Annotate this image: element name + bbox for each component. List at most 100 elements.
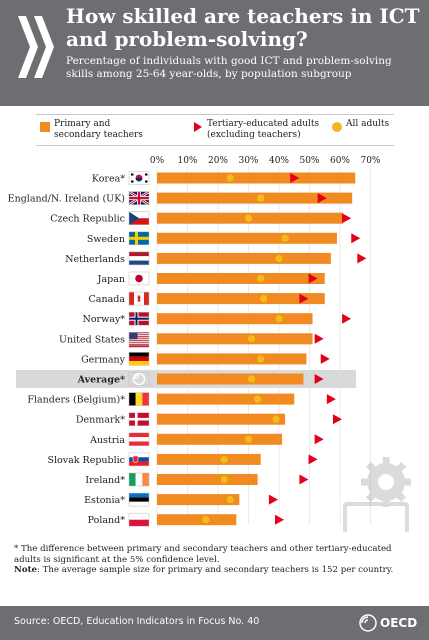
flag-slovakia-icon (128, 452, 150, 467)
legend: Primary and secondary teachers Tertiary-… (36, 114, 394, 146)
marker-tertiary (351, 233, 361, 244)
marker-all-adults (247, 374, 256, 384)
marker-all-adults (274, 254, 284, 263)
flag-ireland-icon (128, 472, 150, 487)
marker-tertiary (314, 434, 324, 445)
flag-oecd-icon (128, 372, 150, 386)
category-label: England/N. Ireland (UK) (8, 194, 125, 205)
bar-teachers (157, 273, 325, 284)
bar-teachers (157, 474, 258, 485)
flag-uk-icon (128, 190, 150, 206)
marker-all-adults (201, 515, 211, 525)
x-tick-label: 70% (360, 156, 380, 166)
oecd-chevrons-icon (18, 16, 54, 78)
category-label: Czech Republic (50, 214, 125, 225)
bar-teachers (157, 252, 331, 264)
x-tick-label: 50% (299, 156, 319, 166)
page-subtitle: Percentage of individuals with good ICT … (66, 55, 392, 80)
marker-tertiary (320, 353, 330, 364)
flag-germany-icon (128, 352, 150, 366)
marker-tertiary (332, 414, 342, 425)
flag-belgium-icon (128, 392, 150, 406)
computer-gear-icon (343, 457, 411, 532)
bar-teachers (157, 232, 337, 244)
marker-all-adults (219, 475, 229, 484)
bar-chart: 0% 10% 20% 30% 40% 50% 60% 70% Korea* England/N. … (8, 156, 411, 532)
flag-korea-icon (128, 171, 150, 185)
marker-all-adults (247, 334, 256, 344)
category-label: Estonia* (84, 495, 125, 506)
bar-teachers (157, 172, 356, 184)
marker-tertiary (290, 173, 300, 183)
category-label: Poland* (88, 515, 126, 526)
bar-teachers (157, 293, 325, 305)
oecd-logo: OECD (358, 613, 422, 633)
category-label: Norway* (83, 314, 126, 325)
legend-label-all-adults: All adults (346, 119, 390, 129)
flag-estonia-icon (128, 492, 150, 507)
x-tick-label: 60% (330, 156, 350, 166)
legend-label-tertiary: Tertiary-educated adults (excluding teac… (207, 119, 320, 140)
category-label: Canada (89, 294, 126, 305)
marker-all-adults (256, 193, 266, 203)
marker-all-adults (244, 434, 253, 444)
x-tick-label: 10% (177, 156, 197, 166)
yellow-circle-icon (332, 122, 342, 132)
page-title: How skilled are teachers in ICT and prob… (66, 4, 420, 51)
category-label: Sweden (87, 234, 125, 245)
marker-all-adults (225, 495, 235, 504)
bar-teachers (157, 494, 240, 506)
marker-tertiary (342, 313, 352, 324)
marker-tertiary (275, 514, 284, 525)
marker-all-adults (274, 314, 284, 323)
oecd-logo-text: OECD (380, 616, 418, 630)
footnote-significance: * The difference between primary and sec… (14, 544, 392, 565)
flag-usa-icon (128, 332, 150, 348)
marker-all-adults (219, 455, 229, 464)
marker-tertiary (342, 213, 352, 224)
marker-all-adults (244, 213, 253, 223)
source-text: Source: OECD, Education Indicators in Fo… (14, 616, 260, 627)
marker-tertiary (314, 333, 324, 344)
marker-tertiary (299, 293, 309, 304)
marker-all-adults (256, 274, 266, 283)
marker-all-adults (271, 414, 281, 424)
flag-canada-icon (128, 291, 150, 306)
marker-tertiary (299, 474, 309, 485)
x-tick-label: 40% (269, 156, 289, 166)
marker-all-adults (259, 294, 269, 303)
marker-all-adults (280, 234, 290, 243)
bar-teachers (157, 313, 313, 325)
category-label: Germany (81, 354, 126, 365)
bar-teachers (157, 393, 295, 405)
footnote: * The difference between primary and sec… (14, 544, 419, 576)
orange-square-icon (40, 122, 50, 132)
marker-tertiary (317, 193, 327, 204)
category-label: United States (59, 334, 125, 345)
category-label: Japan (97, 274, 125, 285)
header: How skilled are teachers in ICT and prob… (0, 0, 429, 106)
red-triangle-icon (194, 122, 202, 132)
flag-sweden-icon (128, 231, 150, 246)
x-tick-label: 0% (150, 156, 165, 166)
oecd-globe-icon (359, 614, 377, 632)
category-label: Austria (89, 435, 125, 446)
category-label: Flanders (Belgium)* (27, 395, 125, 406)
bar-teachers (157, 433, 283, 445)
footnote-note-text: : The average sample size for primary an… (37, 565, 394, 576)
category-label: Korea* (92, 174, 125, 185)
marker-all-adults (256, 354, 266, 364)
marker-all-adults (225, 173, 235, 183)
marker-tertiary (308, 273, 318, 284)
flag-denmark-icon (128, 412, 150, 426)
flag-czech-icon (128, 211, 150, 225)
marker-tertiary (268, 494, 278, 505)
marker-tertiary (308, 454, 318, 465)
marker-tertiary (314, 374, 324, 384)
flag-norway-icon (128, 311, 150, 326)
category-label: Denmark* (76, 415, 125, 426)
footnote-note-label: Note (14, 565, 38, 576)
flag-netherlands-icon (128, 251, 150, 266)
bar-teachers (157, 373, 304, 385)
